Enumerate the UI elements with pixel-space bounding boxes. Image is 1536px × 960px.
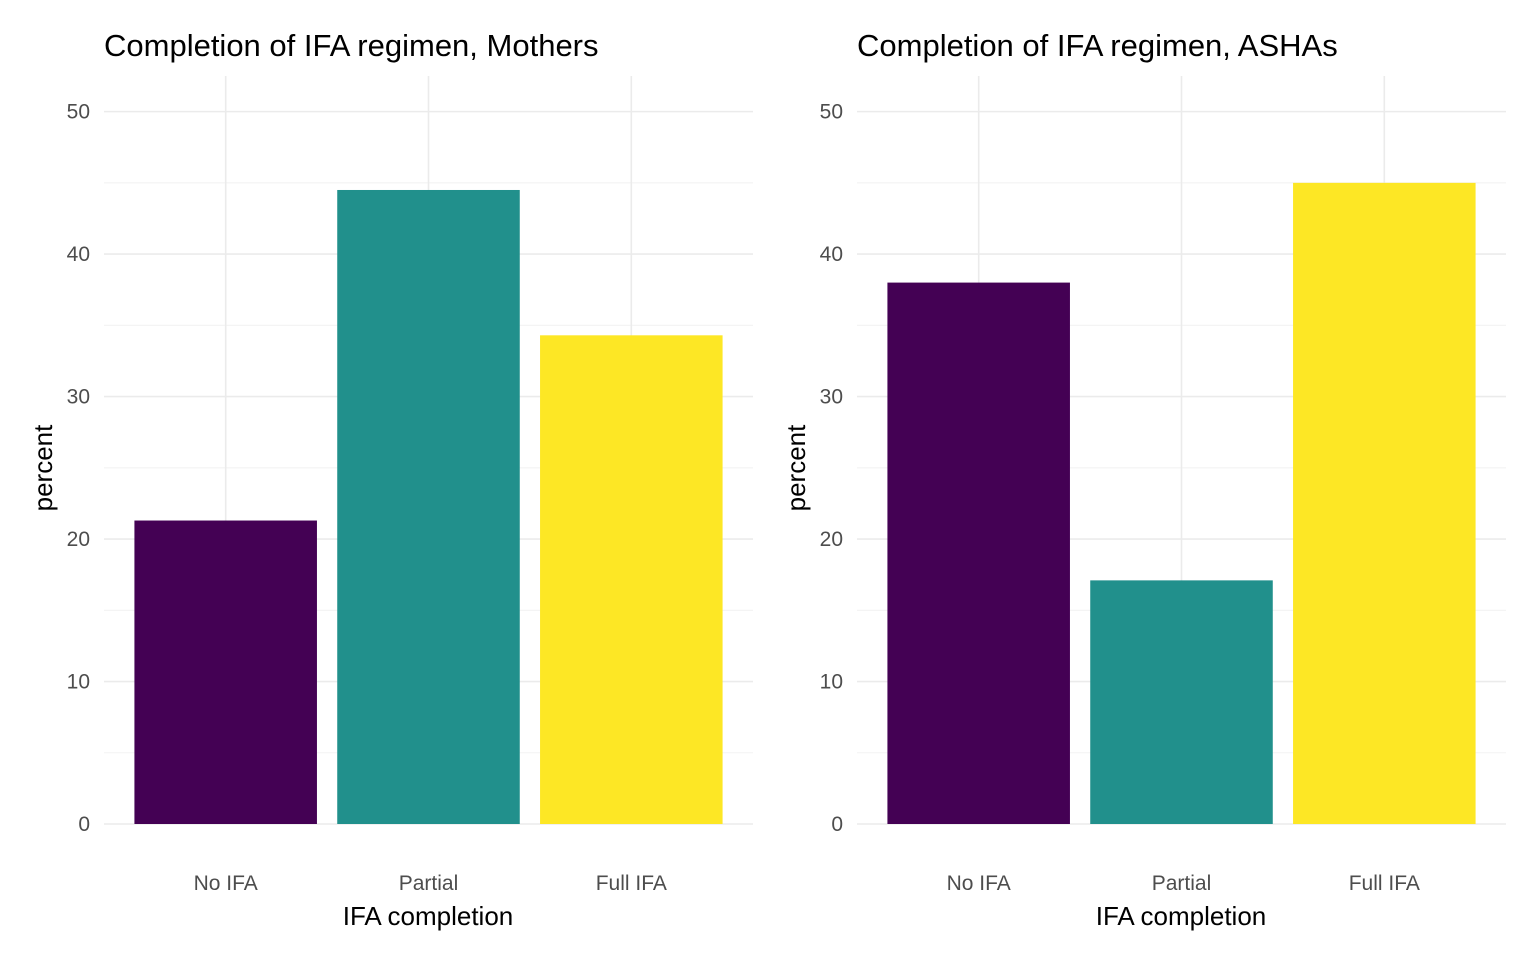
y-tick-label: 40 [67,243,90,266]
y-axis-title: percent [28,424,58,511]
bar-full-ifa [1293,182,1476,824]
x-axis-title: IFA completion [343,901,514,931]
bars [134,189,723,824]
bar-no-ifa [134,520,317,824]
x-tick-label: Partial [399,872,459,895]
y-tick-label: 20 [67,528,90,551]
x-tick-labels: No IFA Partial Full IFA [947,872,1420,895]
x-tick-labels: No IFA Partial Full IFA [194,872,667,895]
y-tick-label: 0 [831,813,843,836]
bars [887,182,1476,825]
y-tick-label: 50 [820,101,843,124]
y-tick-label: 40 [820,243,843,266]
x-tick-label: Full IFA [1349,872,1420,895]
x-tick-label: No IFA [194,872,258,895]
x-tick-label: Full IFA [596,872,667,895]
y-tick-label: 10 [67,671,90,694]
chart-title: Completion of IFA regimen, ASHAs [857,28,1338,63]
y-tick-label: 10 [820,671,843,694]
y-tick-label: 50 [67,101,90,124]
x-tick-label: No IFA [947,872,1011,895]
y-tick-label: 30 [67,386,90,409]
y-tick-label: 20 [820,528,843,551]
chart-title: Completion of IFA regimen, Mothers [104,28,599,63]
bar-full-ifa [540,335,723,824]
y-tick-label: 0 [78,813,90,836]
y-tick-label: 30 [820,386,843,409]
bar-partial [337,189,520,824]
y-axis-title: percent [781,424,811,511]
bar-no-ifa [887,282,1070,825]
y-tick-labels: 0 10 20 30 40 50 [820,101,843,836]
chart-panel-mothers: Completion of IFA regimen, Mothers 0 10 20… [28,28,753,931]
x-tick-label: Partial [1152,872,1212,895]
chart-panel-ashas: Completion of IFA regimen, ASHAs 0 10 20 30… [781,28,1506,931]
bar-partial [1090,580,1273,824]
y-tick-labels: 0 10 20 30 40 50 [67,101,90,836]
x-axis-title: IFA completion [1096,901,1267,931]
